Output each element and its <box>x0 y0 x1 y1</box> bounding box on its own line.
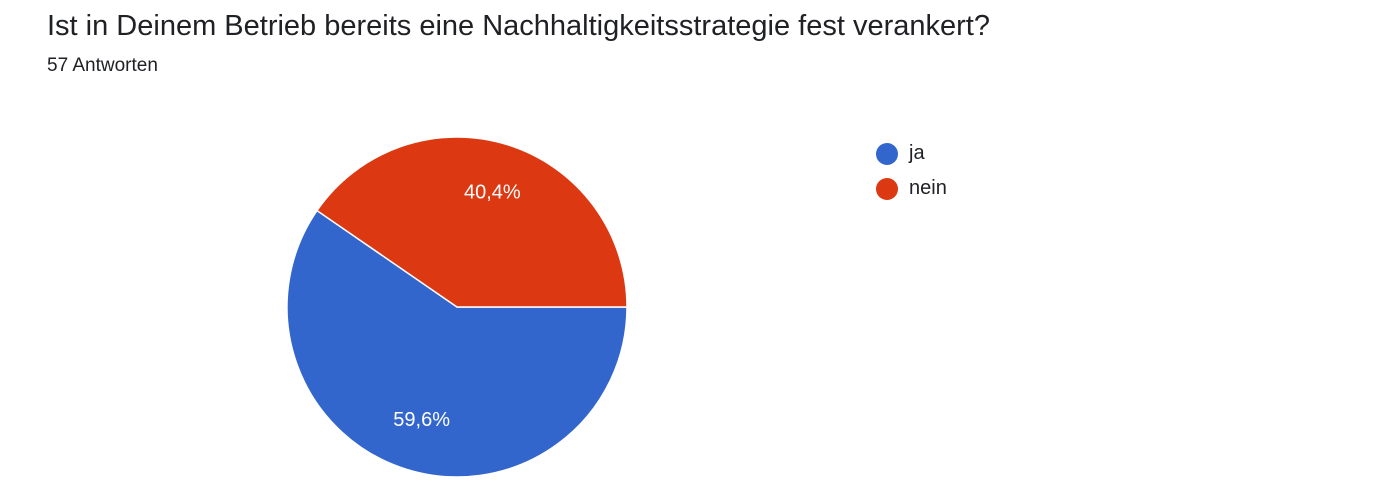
chart-legend: ja nein <box>876 136 947 206</box>
slice-label-nein: 40,4% <box>464 182 521 204</box>
legend-item-nein[interactable]: nein <box>876 171 947 206</box>
pie-slice-nein[interactable] <box>315 136 628 308</box>
slice-label-ja: 59,6% <box>393 409 450 431</box>
response-count: 57 Antworten <box>47 55 158 76</box>
legend-label-nein: nein <box>909 177 947 199</box>
legend-swatch-ja <box>876 142 898 165</box>
legend-swatch-nein <box>876 177 898 200</box>
legend-item-ja[interactable]: ja <box>876 136 947 171</box>
question-title: Ist in Deinem Betrieb bereits eine Nachh… <box>47 10 990 42</box>
pie-slice-ja[interactable] <box>286 209 628 478</box>
legend-label-ja: ja <box>909 142 925 164</box>
